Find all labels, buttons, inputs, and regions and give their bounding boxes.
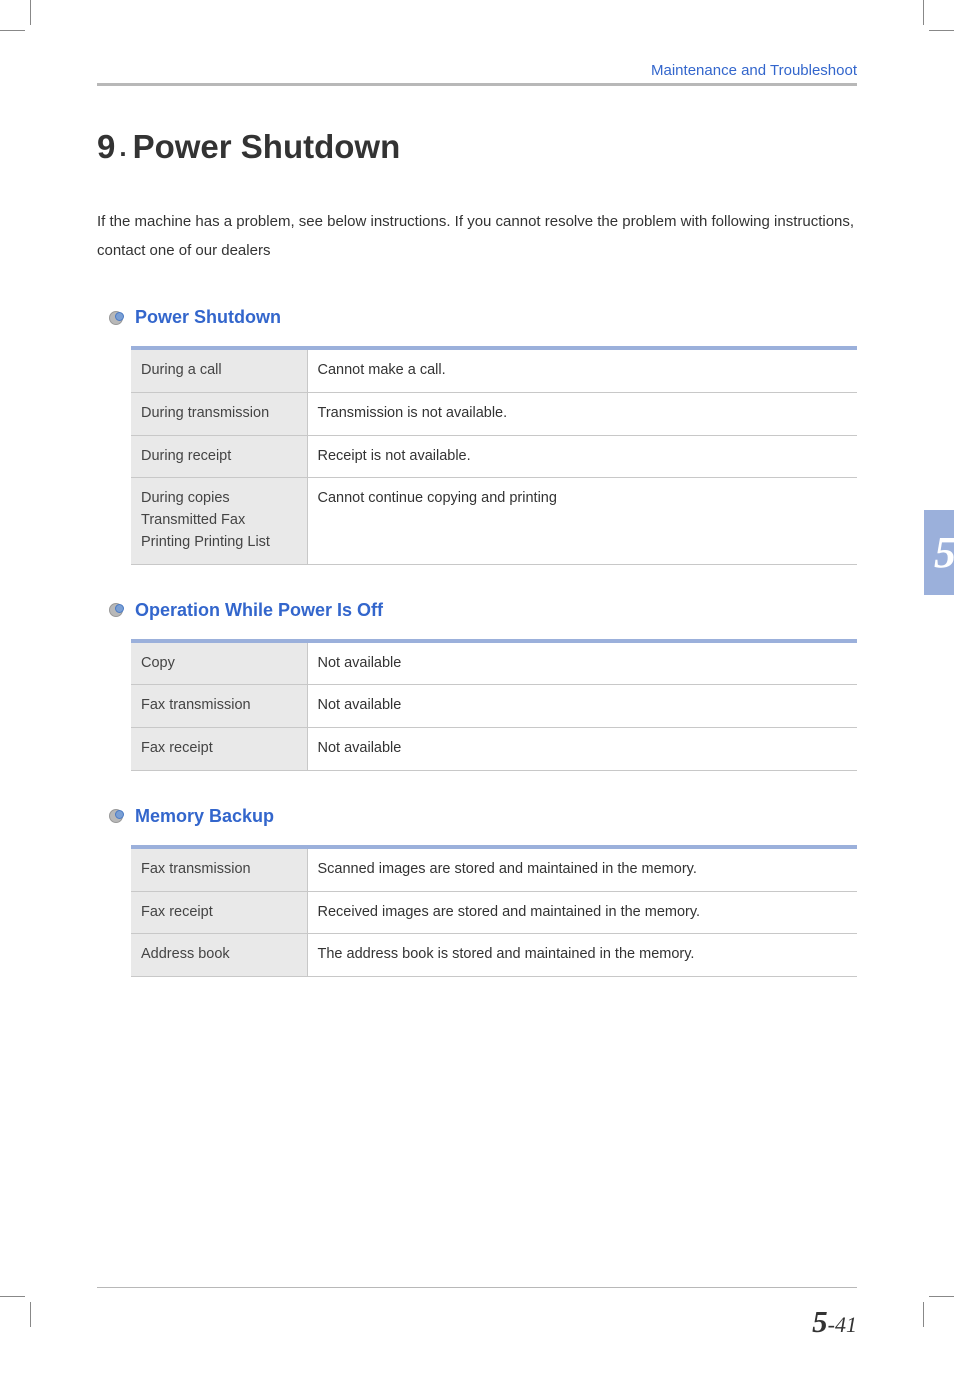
- table-value: The address book is stored and maintaine…: [307, 934, 857, 977]
- footer-page-number: 41: [835, 1312, 857, 1337]
- bullet-icon: [109, 311, 123, 325]
- crop-mark: [30, 1302, 31, 1327]
- footer-rule: [97, 1287, 857, 1288]
- table-row: Fax receipt Received images are stored a…: [131, 891, 857, 934]
- bullet-icon: [109, 603, 123, 617]
- table-label: Fax transmission: [131, 847, 307, 891]
- table-row: Fax receipt Not available: [131, 728, 857, 771]
- breadcrumb: Maintenance and Troubleshoot: [97, 62, 857, 79]
- subsection-header: Operation While Power Is Off: [97, 600, 857, 621]
- power-shutdown-table: During a call Cannot make a call. During…: [131, 346, 857, 565]
- table-row: During receipt Receipt is not available.: [131, 435, 857, 478]
- crop-mark: [0, 30, 25, 31]
- table-value: Cannot make a call.: [307, 348, 857, 392]
- table-row: During a call Cannot make a call.: [131, 348, 857, 392]
- table-row: Address book The address book is stored …: [131, 934, 857, 977]
- page-content: Maintenance and Troubleshoot 9.Power Shu…: [0, 0, 954, 1400]
- table-label: Fax transmission: [131, 685, 307, 728]
- crop-mark: [923, 1302, 924, 1327]
- page-title: 9.Power Shutdown: [97, 128, 857, 166]
- table-row: Fax transmission Not available: [131, 685, 857, 728]
- table-value: Scanned images are stored and maintained…: [307, 847, 857, 891]
- footer-separator: -: [828, 1312, 835, 1337]
- subsection-title: Power Shutdown: [135, 307, 281, 328]
- subsection-memory-backup: Memory Backup Fax transmission Scanned i…: [97, 806, 857, 977]
- table-label: During transmission: [131, 392, 307, 435]
- subsection-header: Power Shutdown: [97, 307, 857, 328]
- heading-number: 9: [97, 128, 115, 166]
- chapter-tab-number: 5: [934, 527, 954, 578]
- intro-paragraph: If the machine has a problem, see below …: [97, 208, 857, 265]
- table-label: During a call: [131, 348, 307, 392]
- table-value: Cannot continue copying and printing: [307, 478, 857, 564]
- subsection-power-shutdown: Power Shutdown During a call Cannot make…: [97, 307, 857, 565]
- crop-mark: [0, 1296, 25, 1297]
- table-label: Copy: [131, 641, 307, 685]
- table-label: Fax receipt: [131, 891, 307, 934]
- subsection-operation-power-off: Operation While Power Is Off Copy Not av…: [97, 600, 857, 771]
- operation-power-off-table: Copy Not available Fax transmission Not …: [131, 639, 857, 771]
- table-label: Fax receipt: [131, 728, 307, 771]
- table-value: Receipt is not available.: [307, 435, 857, 478]
- header-rule: [97, 83, 857, 86]
- crop-mark: [929, 30, 954, 31]
- table-value: Received images are stored and maintaine…: [307, 891, 857, 934]
- table-label: During receipt: [131, 435, 307, 478]
- crop-mark: [30, 0, 31, 25]
- subsection-title: Operation While Power Is Off: [135, 600, 383, 621]
- table-row: Fax transmission Scanned images are stor…: [131, 847, 857, 891]
- subsection-header: Memory Backup: [97, 806, 857, 827]
- memory-backup-table: Fax transmission Scanned images are stor…: [131, 845, 857, 977]
- table-row: During transmission Transmission is not …: [131, 392, 857, 435]
- subsection-title: Memory Backup: [135, 806, 274, 827]
- crop-mark: [923, 0, 924, 25]
- table-value: Not available: [307, 641, 857, 685]
- footer-chapter-number: 5: [812, 1304, 828, 1339]
- table-label: Address book: [131, 934, 307, 977]
- table-value: Not available: [307, 728, 857, 771]
- chapter-tab: 5: [924, 510, 954, 595]
- crop-mark: [929, 1296, 954, 1297]
- table-value: Not available: [307, 685, 857, 728]
- table-value: Transmission is not available.: [307, 392, 857, 435]
- heading-period: .: [119, 132, 126, 163]
- bullet-icon: [109, 809, 123, 823]
- page-number: 5-41: [97, 1304, 857, 1340]
- table-row: Copy Not available: [131, 641, 857, 685]
- heading-title: Power Shutdown: [133, 128, 401, 165]
- table-label: During copies Transmitted Fax Printing P…: [131, 478, 307, 564]
- table-row: During copies Transmitted Fax Printing P…: [131, 478, 857, 564]
